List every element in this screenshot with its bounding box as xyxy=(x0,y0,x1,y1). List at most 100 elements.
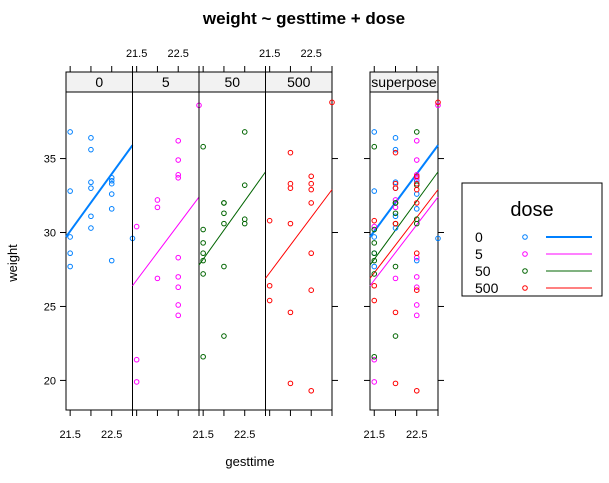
legend-label-0: 0 xyxy=(475,229,483,245)
legend-marker-50 xyxy=(522,268,528,274)
data-point-500 xyxy=(413,180,420,187)
data-point-5 xyxy=(371,223,378,230)
y-tick-label: 20 xyxy=(44,375,56,387)
fit-line-50 xyxy=(198,171,266,266)
x-tick-label-top: 21.5 xyxy=(126,48,147,60)
fit-line-5 xyxy=(132,196,200,287)
data-point-5 xyxy=(133,223,140,230)
data-point-500 xyxy=(392,149,399,156)
panel-layer: 0 5 50 500 superpose 21.5 22.5 21.5 22.5 21.5 22.5… xyxy=(44,48,444,441)
data-point-5 xyxy=(413,284,420,291)
data-point-5 xyxy=(154,275,161,282)
x-tick-label-bottom: 21.5 xyxy=(364,429,385,441)
data-point-5 xyxy=(175,312,182,319)
data-point-50 xyxy=(221,200,227,206)
data-point-5 xyxy=(392,204,399,211)
data-point-0 xyxy=(413,206,420,212)
data-point-5 xyxy=(175,254,182,261)
strip-label-superpose: superpose xyxy=(371,74,437,90)
data-point-500 xyxy=(308,173,315,180)
legend-label-5: 5 xyxy=(475,246,483,262)
data-point-50 xyxy=(241,129,248,135)
data-point-500 xyxy=(413,186,420,193)
data-point-50 xyxy=(200,257,206,264)
data-point-5 xyxy=(413,312,420,319)
fit-line-5 xyxy=(369,196,439,287)
y-tick-label: 35 xyxy=(44,154,56,166)
data-point-50 xyxy=(241,220,248,227)
data-point-50 xyxy=(392,210,399,217)
data-point-500 xyxy=(413,200,420,206)
data-point-0 xyxy=(435,235,441,242)
data-point-0 xyxy=(108,180,115,187)
panel-frame-dose-500 xyxy=(265,91,333,411)
data-point-500 xyxy=(308,287,315,293)
data-point-0 xyxy=(88,213,94,220)
strip-label-dose-5: 5 xyxy=(162,74,170,90)
data-point-0 xyxy=(371,129,378,135)
panel-frame-superpose xyxy=(369,91,439,411)
data-point-500 xyxy=(329,99,335,106)
y-tick-label: 30 xyxy=(44,228,56,240)
data-point-5 xyxy=(435,102,441,109)
data-point-500 xyxy=(266,297,273,304)
data-point-50 xyxy=(221,210,227,217)
data-point-50 xyxy=(392,333,399,339)
data-point-5 xyxy=(175,174,182,181)
data-point-0 xyxy=(67,129,73,135)
data-point-500 xyxy=(392,220,399,227)
legend-label-500: 500 xyxy=(475,280,499,296)
data-point-50 xyxy=(371,257,378,264)
data-point-500 xyxy=(308,186,315,193)
data-point-500 xyxy=(392,380,399,387)
x-tick-label-bottom: 21.5 xyxy=(59,429,80,441)
data-point-500 xyxy=(413,387,420,394)
data-point-5 xyxy=(371,379,378,385)
data-point-5 xyxy=(413,274,420,280)
data-point-0 xyxy=(108,191,115,197)
data-point-500 xyxy=(308,180,315,187)
data-point-0 xyxy=(88,135,94,141)
data-point-5 xyxy=(154,197,161,203)
data-point-5 xyxy=(133,356,140,363)
data-point-500 xyxy=(308,200,315,206)
data-point-50 xyxy=(200,143,206,150)
strip-label-dose-50: 50 xyxy=(224,74,240,90)
data-point-50 xyxy=(392,200,399,206)
data-point-5 xyxy=(392,197,399,203)
data-point-500 xyxy=(287,185,294,191)
data-point-500 xyxy=(392,185,399,191)
data-point-50 xyxy=(371,353,378,360)
data-point-5 xyxy=(413,254,420,261)
data-point-5 xyxy=(392,275,399,282)
data-point-5 xyxy=(175,284,182,291)
data-point-500 xyxy=(413,287,420,293)
data-point-500 xyxy=(287,309,294,316)
data-point-0 xyxy=(88,225,94,231)
data-point-0 xyxy=(67,234,73,240)
data-point-50 xyxy=(221,333,227,339)
fit-line-500 xyxy=(369,189,439,279)
panel-frame-dose-0 xyxy=(65,91,133,411)
data-point-5 xyxy=(175,138,182,144)
data-point-50 xyxy=(200,226,206,233)
data-point-50 xyxy=(241,182,248,188)
data-point-500 xyxy=(392,309,399,316)
y-tick-label: 25 xyxy=(44,301,56,313)
data-point-50 xyxy=(221,220,227,227)
data-point-500 xyxy=(371,297,378,304)
data-point-500 xyxy=(287,220,294,227)
data-point-50 xyxy=(371,240,378,246)
data-point-500 xyxy=(371,282,378,289)
legend-marker-5 xyxy=(522,251,528,257)
data-point-50 xyxy=(221,263,227,270)
data-point-50 xyxy=(241,216,248,222)
data-point-5 xyxy=(175,172,182,178)
data-point-500 xyxy=(287,149,294,156)
data-point-0 xyxy=(392,213,399,220)
x-tick-label-bottom: 21.5 xyxy=(192,429,213,441)
x-tick-label-top: 22.5 xyxy=(301,48,322,60)
data-point-0 xyxy=(88,185,94,191)
